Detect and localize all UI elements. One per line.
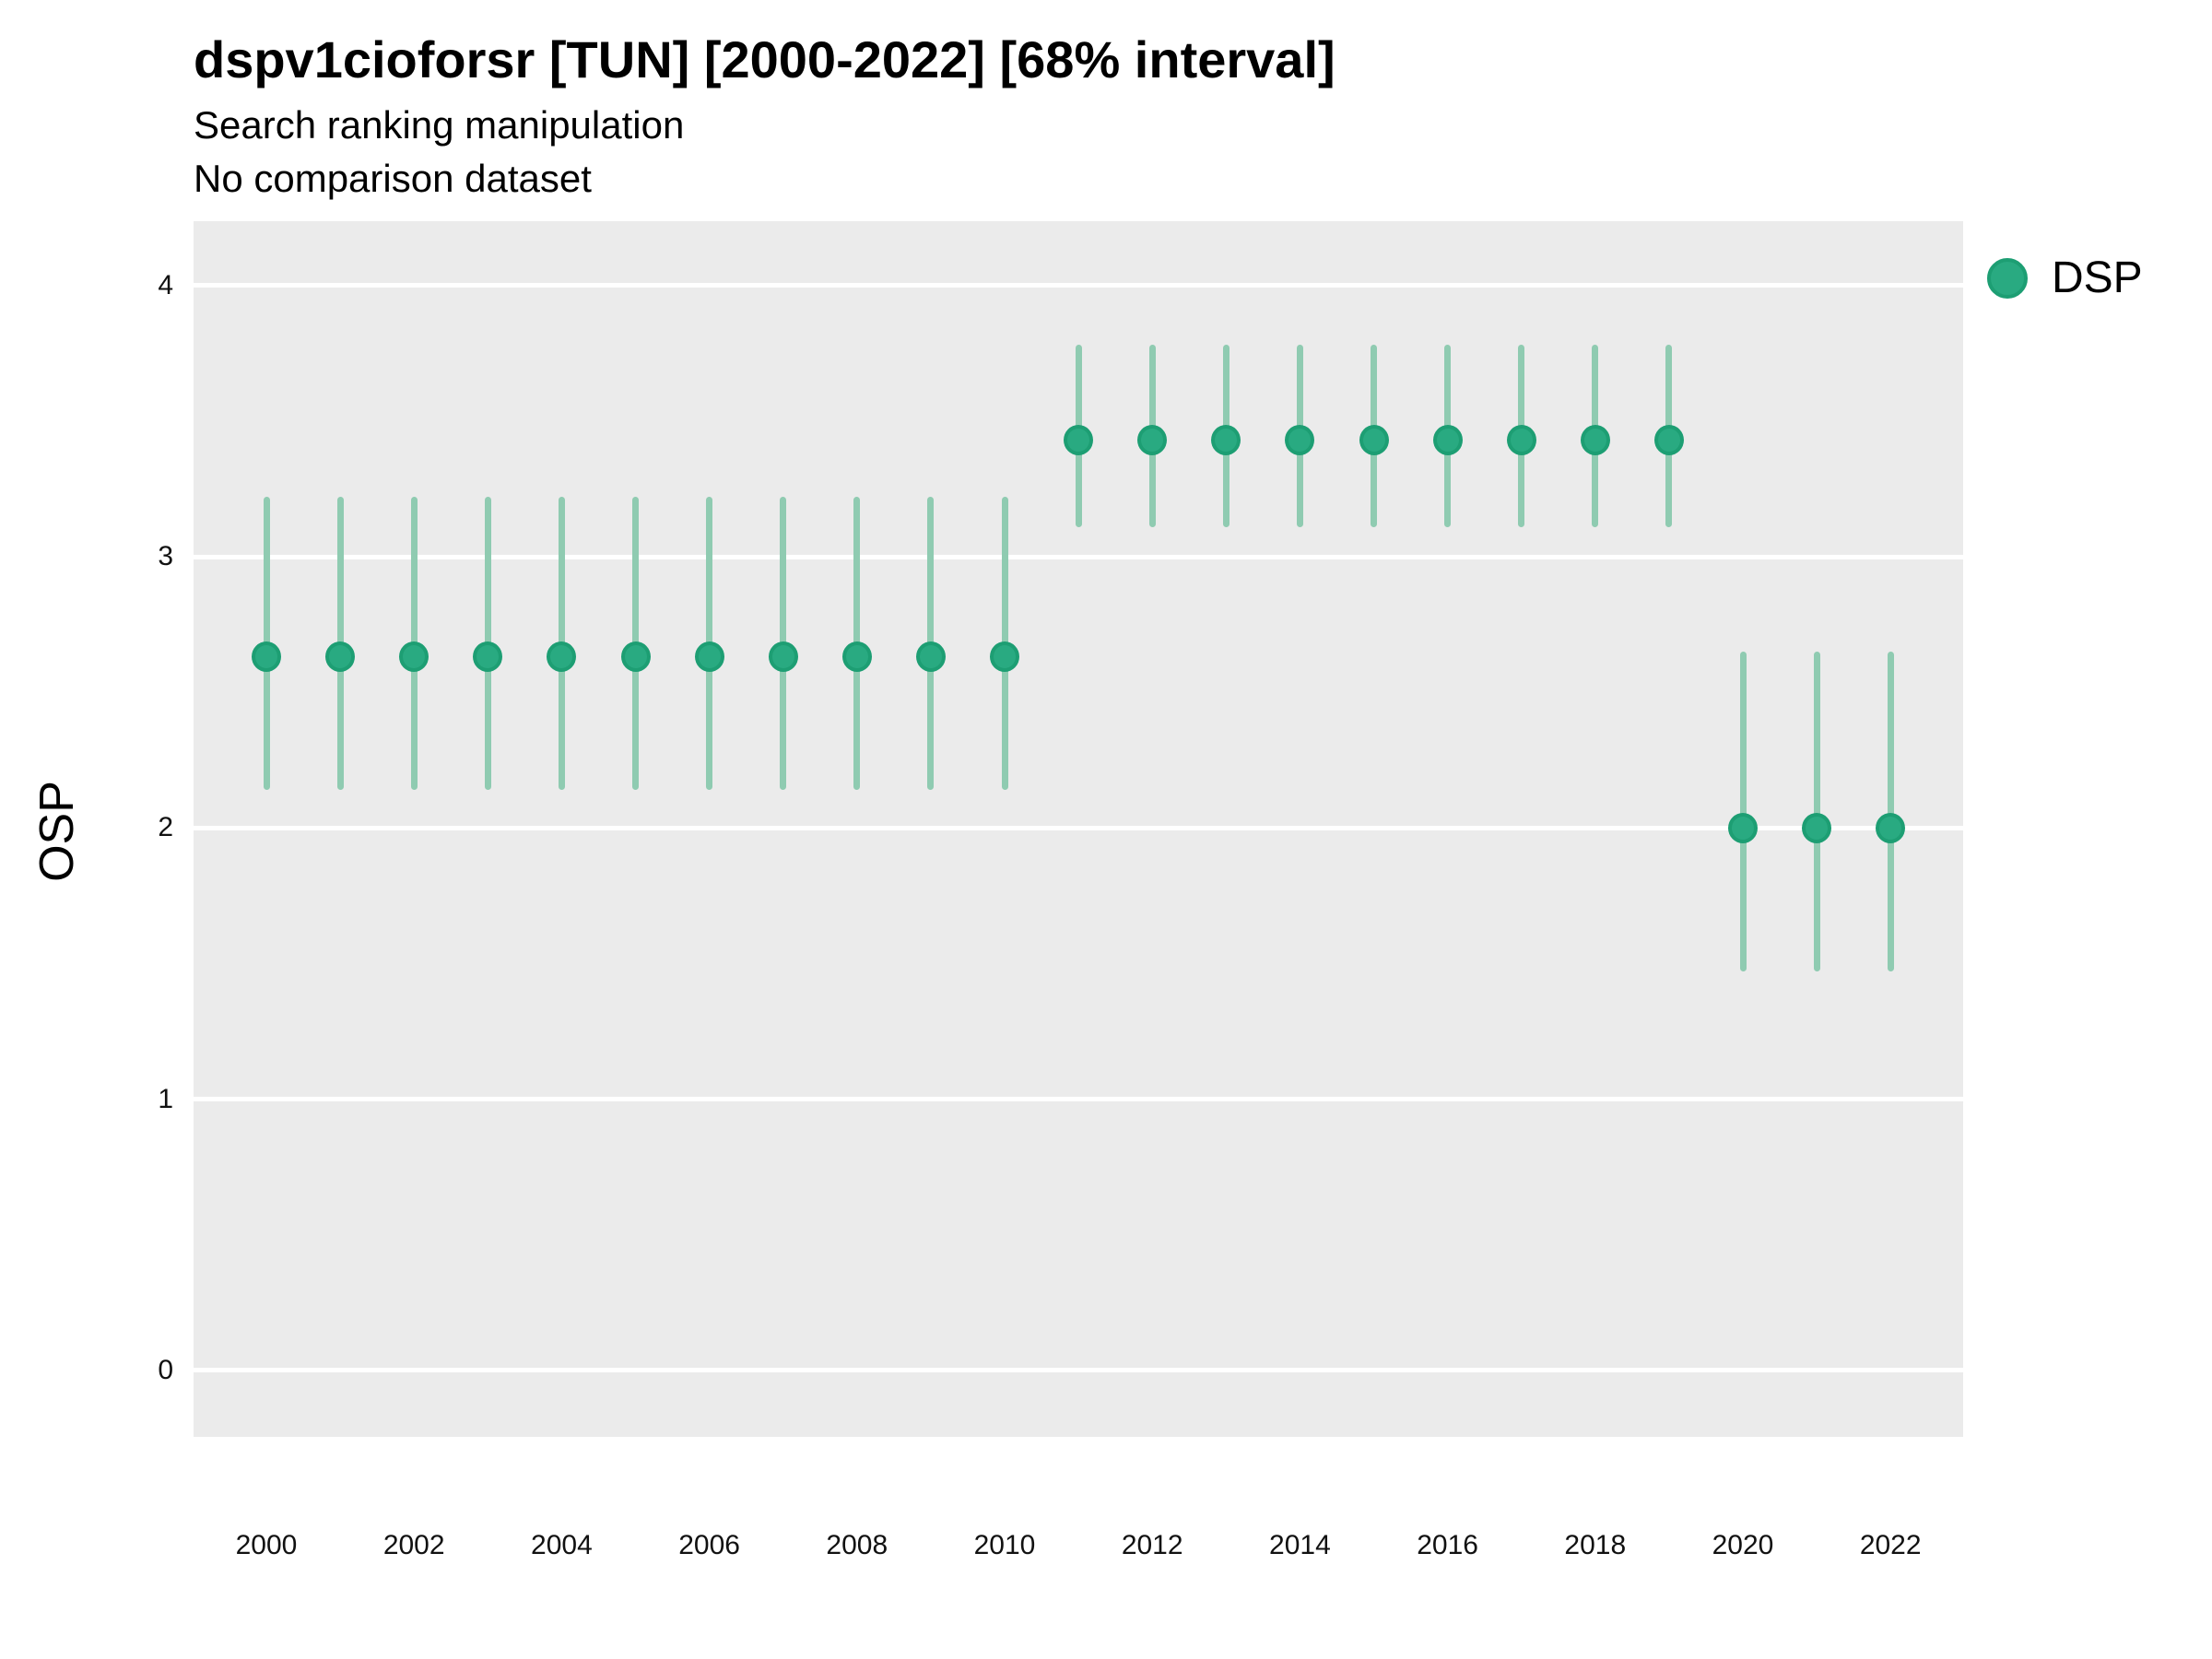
y-tick-label: 4	[158, 269, 173, 300]
data-point	[915, 641, 946, 673]
data-point	[1876, 812, 1906, 843]
y-tick-label: 3	[158, 541, 173, 572]
interval-bar	[1887, 652, 1894, 972]
major-gridline	[194, 1368, 1963, 1373]
x-tick-label: 2022	[1859, 1530, 1922, 1560]
interval-bar	[1739, 652, 1747, 972]
data-point	[473, 641, 503, 673]
data-point	[1802, 812, 1832, 843]
x-tick-label: 2006	[678, 1530, 740, 1560]
data-point	[1506, 424, 1536, 455]
plot-panel	[194, 221, 1963, 1437]
data-point	[399, 641, 429, 673]
y-tick-label: 1	[158, 1083, 173, 1114]
data-point	[990, 641, 1019, 673]
data-point	[547, 641, 577, 673]
y-tick-label: 2	[158, 812, 173, 843]
data-point	[1064, 424, 1094, 455]
data-point	[694, 641, 724, 673]
x-tick-label: 2004	[531, 1530, 593, 1560]
y-axis-title: OSP	[30, 781, 84, 882]
data-point	[325, 641, 356, 673]
data-point	[841, 641, 872, 673]
x-tick-label: 2000	[235, 1530, 298, 1560]
chart-title: dspv1cioforsr [TUN] [2000-2022] [68% int…	[194, 30, 1335, 88]
data-point	[1137, 424, 1168, 455]
x-tick-label: 2008	[826, 1530, 888, 1560]
x-tick-label: 2012	[1121, 1530, 1183, 1560]
data-point	[252, 641, 281, 673]
y-tick-label: 0	[158, 1354, 173, 1385]
x-tick-label: 2016	[1417, 1530, 1478, 1560]
x-tick-label: 2018	[1564, 1530, 1627, 1560]
chart-note: No comparison dataset	[194, 157, 592, 200]
x-tick-label: 2020	[1712, 1530, 1774, 1560]
data-point	[1728, 812, 1758, 843]
legend-marker-circle-icon	[1987, 257, 2028, 299]
major-gridline	[194, 1097, 1963, 1102]
interval-bar	[1813, 652, 1820, 972]
major-gridline	[194, 554, 1963, 559]
x-tick-label: 2010	[973, 1530, 1036, 1560]
data-point	[768, 641, 798, 673]
major-gridline	[194, 283, 1963, 288]
data-point	[1359, 424, 1389, 455]
chart-subtitle: Search ranking manipulation	[194, 103, 685, 147]
data-point	[1285, 424, 1315, 455]
x-tick-label: 2014	[1269, 1530, 1331, 1560]
x-tick-label: 2002	[382, 1530, 445, 1560]
data-point	[1211, 424, 1241, 455]
major-gridline	[194, 825, 1963, 830]
legend: DSP	[1987, 253, 2143, 303]
data-point	[1432, 424, 1463, 455]
data-point	[1580, 424, 1610, 455]
legend-label: DSP	[2052, 253, 2143, 302]
data-point	[620, 641, 651, 673]
data-point	[1653, 424, 1684, 455]
